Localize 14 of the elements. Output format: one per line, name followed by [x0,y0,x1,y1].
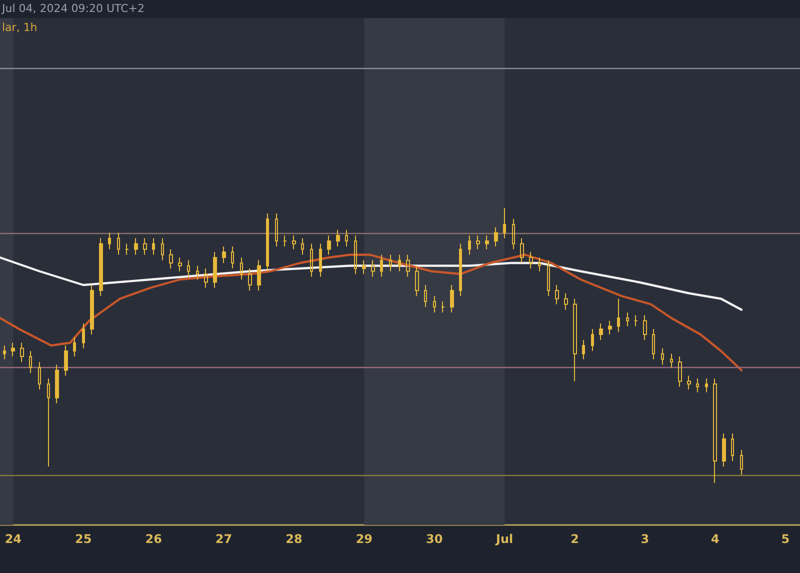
x-tick-label: Jul [495,532,514,546]
x-tick-label: 2 [570,532,579,546]
x-tick-label: 26 [145,532,162,546]
x-tick-label: 30 [426,532,443,546]
x-tick-label: 25 [75,532,92,546]
x-tick-label: 24 [4,532,22,546]
x-tick-label: 5 [781,532,790,546]
x-tick-label: 27 [215,532,232,546]
x-tick-label: 4 [710,532,720,546]
text: lar, 1h [2,21,38,34]
x-tick-label: 29 [356,532,373,546]
text: Jul 04, 2024 09:20 UTC+2 [1,2,144,15]
x-tick-label: 3 [640,532,650,546]
x-tick-label: 28 [286,532,302,546]
